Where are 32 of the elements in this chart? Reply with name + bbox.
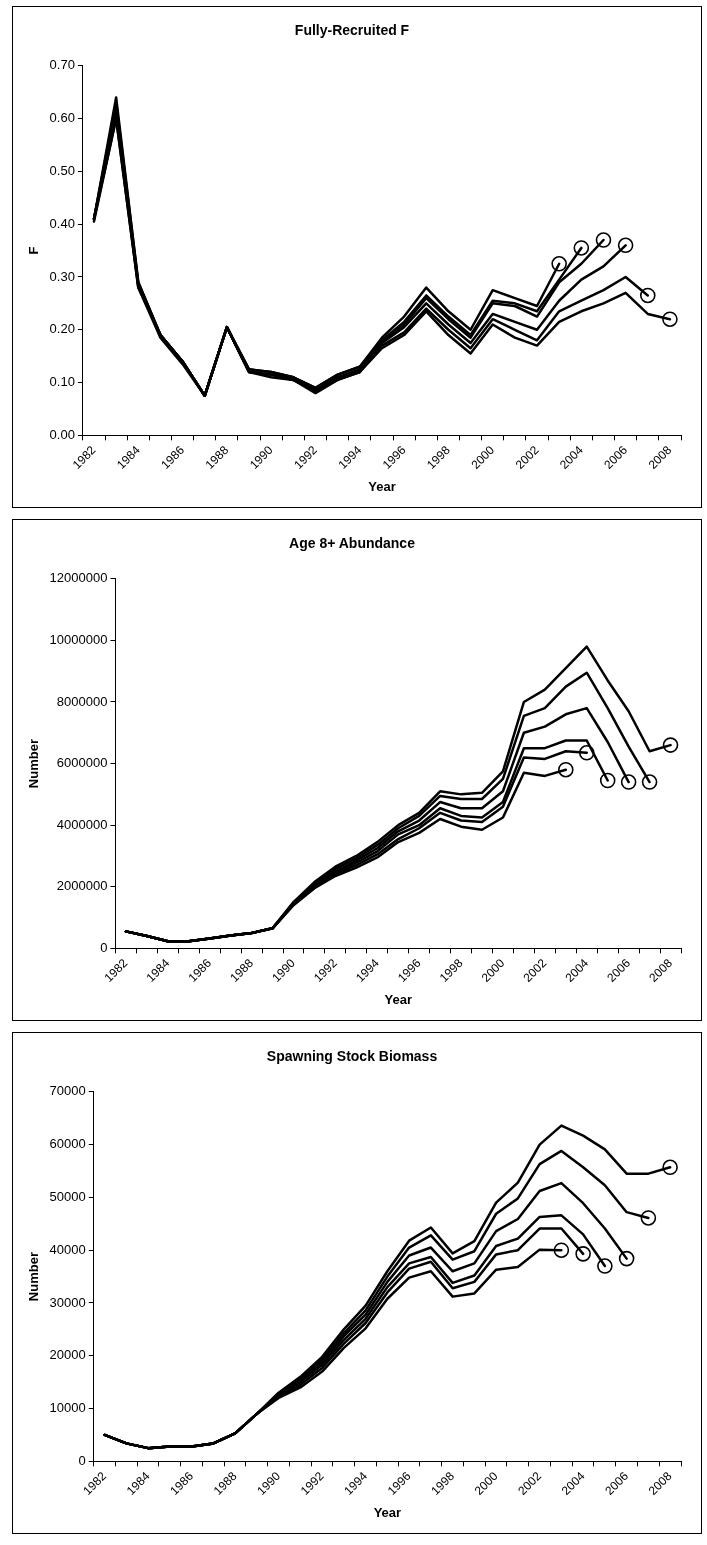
x-axis-title: Year <box>373 1504 402 1520</box>
y-tick-label: 0 <box>100 939 108 955</box>
y-tick-label: 40000 <box>49 1241 86 1257</box>
y-tick-label: 6000000 <box>56 755 108 771</box>
y-tick-label: 0.30 <box>49 268 75 284</box>
y-tick-label: 20000 <box>49 1347 86 1363</box>
chart-title: Spawning Stock Biomass <box>266 1048 438 1065</box>
y-tick-label: 30000 <box>49 1294 86 1310</box>
y-tick-label: 10000 <box>49 1400 86 1416</box>
y-axis-title: F <box>26 246 42 255</box>
x-axis-title: Year <box>368 478 396 494</box>
y-tick-label: 10000000 <box>49 631 108 647</box>
y-tick-label: 60000 <box>49 1136 86 1152</box>
y-tick-label: 0.50 <box>49 162 75 178</box>
chart-title: Age 8+ Abundance <box>289 535 416 552</box>
y-tick-label: 0.20 <box>49 321 75 337</box>
y-axis-title: Number <box>26 1252 42 1302</box>
y-tick-label: 0.60 <box>49 110 75 126</box>
y-tick-label: 0.70 <box>49 57 75 73</box>
chart-title: Fully-Recruited F <box>294 22 410 39</box>
y-tick-label: 0 <box>78 1452 86 1468</box>
y-tick-label: 12000000 <box>49 570 108 586</box>
y-tick-label: 0.00 <box>49 426 75 442</box>
y-tick-label: 4000000 <box>56 816 108 832</box>
y-tick-label: 2000000 <box>56 878 108 894</box>
y-tick-label: 0.10 <box>49 374 75 390</box>
y-tick-label: 50000 <box>49 1188 86 1204</box>
x-axis-title: Year <box>384 991 412 1007</box>
y-axis-title: Number <box>26 739 42 789</box>
y-tick-label: 70000 <box>49 1083 86 1099</box>
y-tick-label: 0.40 <box>49 215 75 231</box>
y-tick-label: 8000000 <box>56 693 108 709</box>
